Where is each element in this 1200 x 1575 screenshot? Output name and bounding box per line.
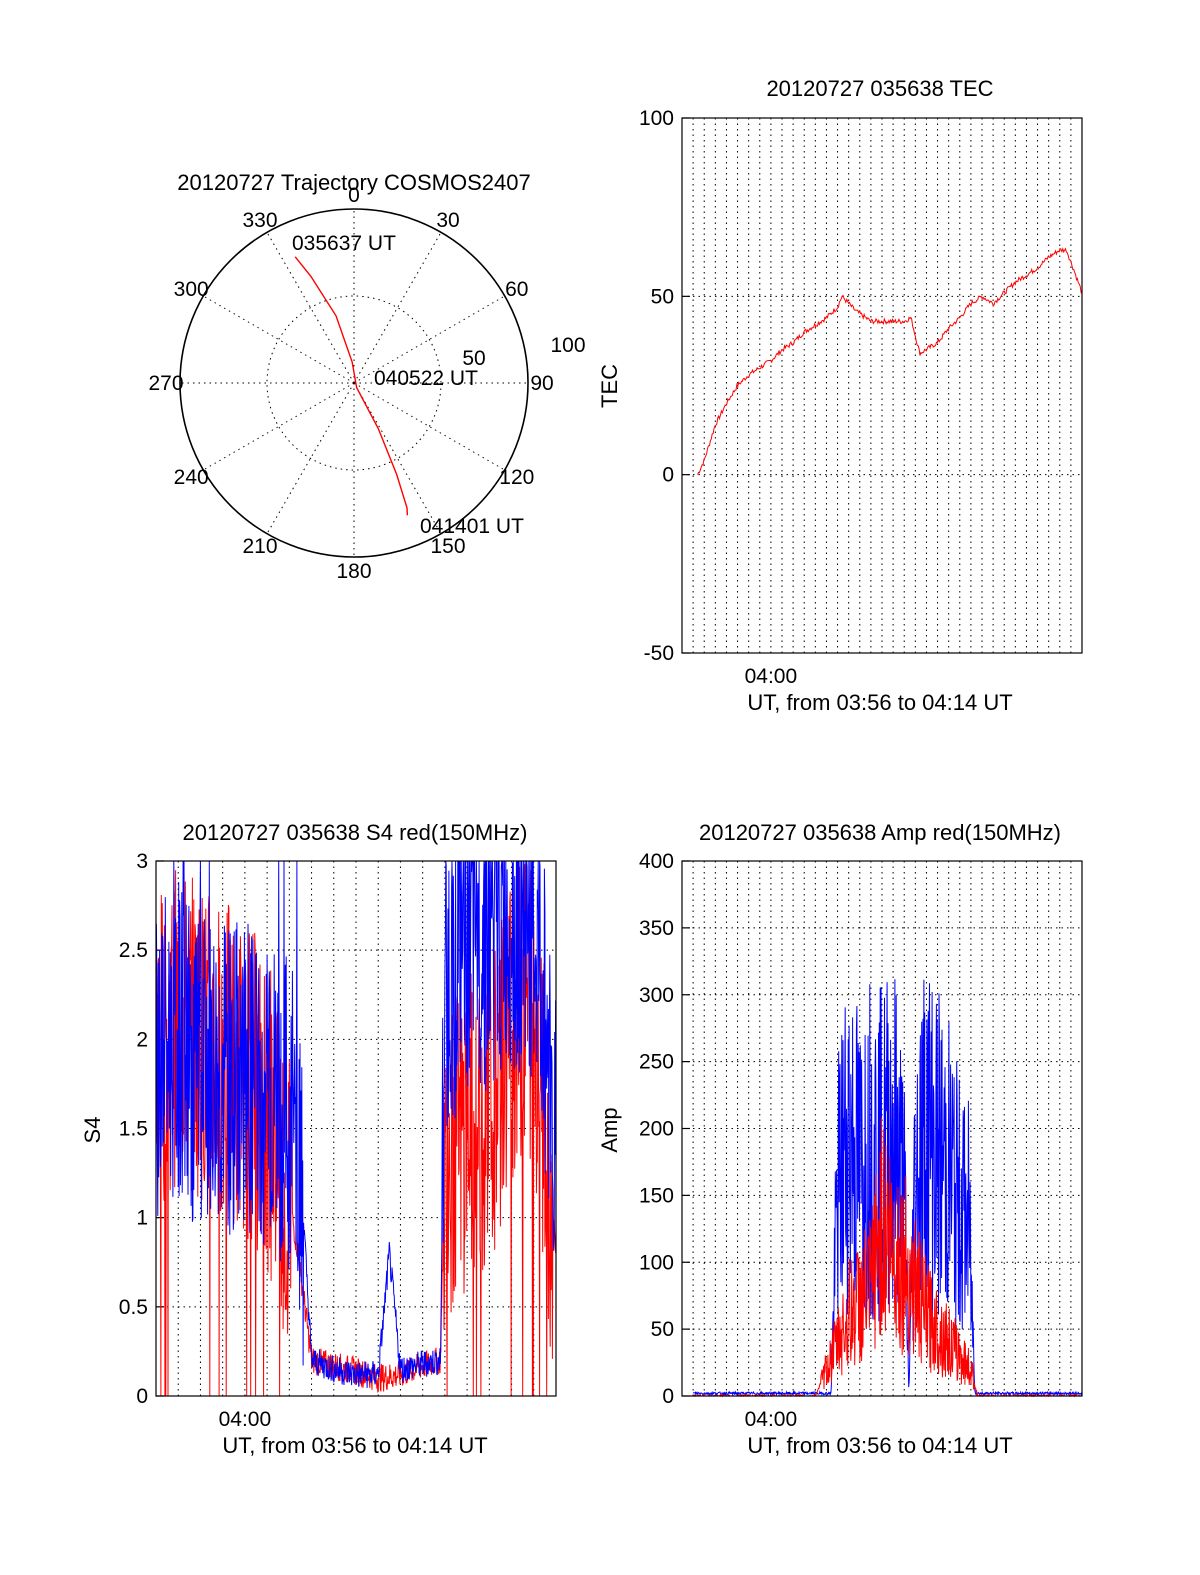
s4-x-axis-label: UT, from 03:56 to 04:14 UT [222,1433,487,1458]
series-line [697,247,1083,475]
trajectory-line [294,256,409,516]
s4-title: 20120727 035638 S4 red(150MHz) [183,820,528,845]
amp-panel: 20120727 035638 Amp red(150MHz) 0 50 100 15… [597,820,1083,1458]
y-tick-label: 200 [639,1118,674,1141]
y-tick-label: 1.5 [119,1118,148,1141]
polar-outer-ring [179,208,529,558]
y-tick-label: 50 [651,285,674,308]
polar-azimuth-label: 150 [430,535,465,558]
tec-x-tick-label: 04:00 [745,665,798,688]
y-tick-label: 50 [651,1318,674,1341]
y-tick-label: 100 [639,107,674,130]
y-tick-label: 2 [136,1028,148,1051]
polar-spoke [353,232,442,384]
amp-y-tick-labels: 0 50 100 150 200 250 300 350 400 [639,850,674,1408]
polar-panel: 20120727 Trajectory COSMOS2407 0 30 60 90 12… [148,170,585,583]
y-tick-label: 300 [639,984,674,1007]
polar-ring [266,295,442,471]
tec-grid [682,117,1082,654]
s4-y-tick-labels: 0 0.5 1 1.5 2 2.5 3 [119,850,148,1408]
trajectory-end-label: 041401 UT [420,515,524,538]
polar-azimuth-label: 60 [505,278,528,301]
polar-radial-label-50: 50 [462,347,485,370]
tec-y-axis-label: TEC [597,364,622,408]
polar-azimuth-labels: 0 30 60 90 120 150 180 210 240 270 300 330 [148,184,553,583]
polar-title: 20120727 Trajectory COSMOS2407 [177,170,530,195]
polar-azimuth-label: 240 [174,466,209,489]
y-tick-label: 0 [662,464,674,487]
amp-y-axis-label: Amp [597,1107,622,1152]
y-tick-label: 100 [639,1251,674,1274]
amp-plot-frame [681,860,1083,1397]
y-tick-label: -50 [644,642,674,665]
y-tick-label: 2.5 [119,939,148,962]
polar-spoke [353,382,505,471]
tec-x-axis-label: UT, from 03:56 to 04:14 UT [747,690,1012,715]
tec-plot-frame [681,117,1083,654]
polar-spoke [203,382,355,471]
y-tick-label: 0 [136,1385,148,1408]
y-tick-label: 3 [136,850,148,873]
y-tick-label: 350 [639,917,674,940]
polar-azimuth-label: 90 [530,372,553,395]
polar-spoke [353,382,442,534]
polar-azimuth-label: 0 [348,184,360,207]
s4-x-tick-label: 04:00 [219,1408,272,1431]
polar-spoke [266,232,355,384]
trajectory-mid-label: 040522 UT [374,367,478,390]
y-tick-label: 1 [136,1207,148,1230]
polar-spoke [266,382,355,534]
polar-radial-label-100: 100 [550,334,585,357]
s4-y-axis-label: S4 [80,1117,105,1144]
polar-spoke [203,295,355,384]
polar-azimuth-label: 30 [436,209,459,232]
tec-title: 20120727 035638 TEC [766,76,993,101]
polar-azimuth-label: 210 [242,535,277,558]
s4-plot-frame [155,860,557,1397]
polar-azimuth-label: 270 [148,372,183,395]
tec-panel: 20120727 035638 TEC -50 0 50 100 04:00 UT, … [597,76,1083,715]
y-tick-label: 250 [639,1051,674,1074]
polar-grid [179,208,529,558]
amp-x-tick-label: 04:00 [745,1408,798,1431]
amp-series [692,979,1083,1398]
amp-title: 20120727 035638 Amp red(150MHz) [699,820,1061,845]
tec-series [697,247,1083,475]
s4-panel: 20120727 035638 S4 red(150MHz) 0 0.5 1 1.5 2… [80,820,557,1458]
y-tick-label: 0 [662,1385,674,1408]
amp-x-axis-label: UT, from 03:56 to 04:14 UT [747,1433,1012,1458]
polar-azimuth-label: 180 [336,560,371,583]
trajectory-start-label: 035637 UT [292,232,396,255]
polar-azimuth-label: 330 [242,209,277,232]
polar-azimuth-label: 120 [499,466,534,489]
y-tick-label: 150 [639,1184,674,1207]
y-tick-label: 0.5 [119,1296,148,1319]
s4-series [155,860,557,1397]
polar-azimuth-label: 300 [174,278,209,301]
tec-y-tick-labels: -50 0 50 100 [639,107,674,665]
polar-spoke [353,295,505,384]
y-tick-label: 400 [639,850,674,873]
